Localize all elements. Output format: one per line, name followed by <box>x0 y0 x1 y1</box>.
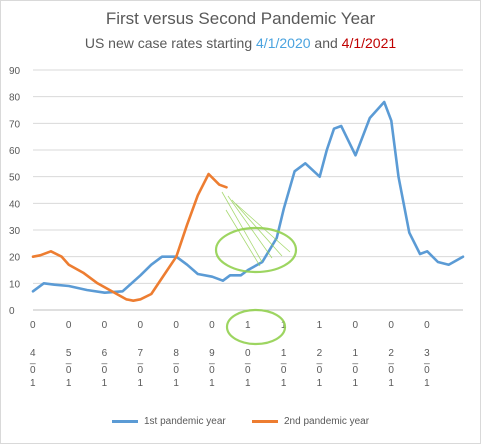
x-tick-label: 0 <box>209 320 215 331</box>
x-tick-label: 0 <box>388 320 394 331</box>
x-tick-label: _ <box>280 354 287 365</box>
series-line-2 <box>31 172 228 302</box>
x-tick-label: 0 <box>209 365 215 376</box>
y-tick-label: 70 <box>9 119 21 130</box>
x-tick-label: 0 <box>281 365 287 376</box>
x-tick-label: 2 <box>317 348 323 359</box>
x-tick-label: 0 <box>424 365 430 376</box>
x-tick-label: 1 <box>30 378 36 389</box>
x-tick-label: _ <box>101 354 108 365</box>
annotation-arrow <box>231 199 283 257</box>
subtitle-middle: and <box>310 35 342 51</box>
x-tick-label: 0 <box>317 365 323 376</box>
x-tick-label: 0 <box>245 365 251 376</box>
annotation-ellipse-lower <box>225 308 287 346</box>
y-tick-label: 50 <box>9 173 21 184</box>
subtitle-date-first: 4/1/2020 <box>256 35 311 51</box>
x-tick-label: 8 <box>173 348 179 359</box>
y-tick-label: 90 <box>9 66 21 77</box>
annotation-ellipse-upper <box>214 226 298 274</box>
y-tick-label: 80 <box>9 93 21 104</box>
x-tick-label: 0 <box>424 320 430 331</box>
chart-subtitle: US new case rates starting 4/1/2020 and … <box>0 35 481 51</box>
x-tick-label: 1 <box>245 320 251 331</box>
x-tick-label: 0 <box>245 348 251 359</box>
x-tick-label: _ <box>65 354 72 365</box>
x-tick-label: 0 <box>138 320 144 331</box>
x-tick-label: _ <box>316 354 323 365</box>
x-tick-label: 1 <box>281 348 287 359</box>
x-tick-label: 1 <box>66 378 72 389</box>
chart-title: First versus Second Pandemic Year <box>105 9 376 28</box>
y-tick-label: 60 <box>9 146 21 157</box>
annotation-arrow <box>225 209 261 267</box>
x-tick-label: 1 <box>173 378 179 389</box>
y-tick-label: 20 <box>9 253 21 264</box>
x-tick-label: 1 <box>102 378 108 389</box>
x-tick-label: _ <box>137 354 144 365</box>
x-tick-label: _ <box>423 354 430 365</box>
x-tick-label: 0 <box>173 365 179 376</box>
x-tick-label: _ <box>29 354 36 365</box>
x-tick-label: 1 <box>317 320 323 331</box>
legend-label-2nd-year: 2nd pandemic year <box>284 416 370 427</box>
x-tick-label: 1 <box>353 348 359 359</box>
x-tick-label: 0 <box>30 365 36 376</box>
subtitle-date-second: 4/1/2021 <box>341 35 397 51</box>
x-tick-label: 4 <box>30 348 36 359</box>
x-tick-label: 1 <box>281 378 287 389</box>
subtitle-prefix: US new case rates starting <box>84 35 257 51</box>
x-tick-label: 0 <box>353 365 359 376</box>
legend-item-2nd-year: 2nd pandemic year <box>252 416 369 427</box>
annotation-arrow <box>221 191 263 263</box>
x-tick-label: 0 <box>66 320 72 331</box>
y-tick-label: 40 <box>9 199 21 210</box>
y-tick-label: 30 <box>9 226 21 237</box>
x-tick-label: 3 <box>424 348 430 359</box>
x-tick-label: 6 <box>102 348 108 359</box>
y-tick-label: 10 <box>9 279 21 290</box>
x-tick-label: 0 <box>173 320 179 331</box>
x-tick-label: _ <box>244 354 251 365</box>
x-tick-label: _ <box>387 354 394 365</box>
x-tick-label: 0 <box>66 365 72 376</box>
x-tick-label: 0 <box>30 320 36 331</box>
x-tick-label: 0 <box>102 320 108 331</box>
x-tick-label: 2 <box>388 348 394 359</box>
annotation-arrow <box>235 203 291 253</box>
x-tick-label: _ <box>352 354 359 365</box>
x-tick-label: 0 <box>353 320 359 331</box>
legend-swatch-2nd-year <box>252 419 278 423</box>
x-tick-label: 1 <box>353 378 359 389</box>
x-tick-label: 1 <box>209 378 215 389</box>
x-tick-label: 9 <box>209 348 215 359</box>
annotation-arrow <box>227 195 273 259</box>
x-tick-label: 1 <box>388 378 394 389</box>
legend-label-1st-year: 1st pandemic year <box>144 416 226 427</box>
x-tick-label: 7 <box>138 348 144 359</box>
x-tick-label: _ <box>172 354 179 365</box>
x-tick-label: _ <box>208 354 215 365</box>
x-tick-label: 1 <box>138 378 144 389</box>
x-tick-label: 0 <box>138 365 144 376</box>
series-line-1 <box>31 100 465 294</box>
x-tick-label: 1 <box>245 378 251 389</box>
x-tick-label: 5 <box>66 348 72 359</box>
x-tick-label: 1 <box>317 378 323 389</box>
x-tick-label: 0 <box>102 365 108 376</box>
y-tick-label: 0 <box>9 306 15 317</box>
legend-item-1st-year: 1st pandemic year <box>112 416 226 427</box>
x-tick-label: 1 <box>424 378 430 389</box>
x-tick-label: 0 <box>388 365 394 376</box>
legend-swatch-1st-year <box>112 419 138 423</box>
